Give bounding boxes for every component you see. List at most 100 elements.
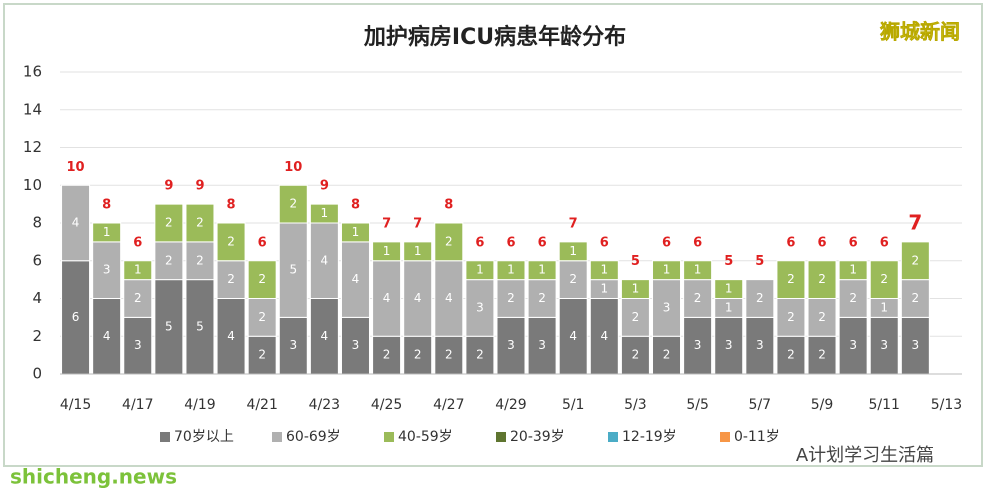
bar-segment [465,279,495,337]
bar-segment [838,279,868,318]
segment-label: 1 [134,263,142,277]
bar-segment [278,184,308,224]
segment-label: 4 [600,329,608,343]
total-label: 10 [284,160,302,175]
total-label: 6 [133,235,142,250]
total-label: 5 [631,254,640,269]
segment-label: 4 [72,216,80,230]
total-label: 6 [475,235,484,250]
legend-label: 40-59岁 [398,429,453,445]
bar-segment [652,260,682,281]
bar-segment [309,203,339,224]
bar-segment [496,260,526,281]
x-tick-label: 4/19 [184,397,215,413]
segment-label: 4 [569,329,577,343]
segment-label: 2 [507,291,515,305]
bar-segment [900,316,930,375]
segment-label: 1 [507,263,515,277]
x-tick-label: 5/11 [869,397,900,413]
segment-label: 2 [849,291,857,305]
total-label: 7 [413,216,422,231]
segment-label: 1 [321,206,329,220]
x-tick-label: 5/9 [811,397,834,413]
segment-label: 2 [818,310,826,324]
x-tick-label: 4/27 [433,397,464,413]
segment-label: 1 [632,282,640,296]
segment-label: 2 [632,310,640,324]
bar-segment [776,298,806,337]
bar-segment [620,279,650,299]
segment-label: 2 [289,197,297,211]
bar-segment [714,316,744,375]
total-label: 7 [908,210,922,234]
segment-label: 2 [818,348,826,362]
total-label: 6 [506,235,515,250]
bar-segment [434,222,464,262]
bar-segment [776,260,806,299]
total-label: 6 [600,235,609,250]
x-tick-label: 4/23 [309,397,340,413]
segment-label: 2 [912,291,920,305]
y-tick-label: 6 [32,251,42,269]
segment-label: 2 [134,291,142,305]
bar-segment [683,279,713,318]
y-tick-label: 8 [32,214,42,232]
segment-label: 2 [196,216,204,230]
x-tick-label: 5/7 [749,397,772,413]
chart-title: 加护病房ICU病患年龄分布 [363,24,626,50]
segment-label: 2 [258,272,266,286]
bar-segment [309,298,339,375]
segment-label: 2 [445,348,453,362]
legend-swatch [160,432,170,442]
segment-label: 2 [663,348,671,362]
segment-label: 2 [227,234,235,248]
total-label: 6 [880,235,889,250]
bar-segment [154,279,184,375]
segment-label: 2 [414,348,422,362]
segment-label: 4 [414,291,422,305]
bar-segment [340,316,370,375]
x-tick-label: 5/13 [931,397,962,413]
total-label: 6 [693,235,702,250]
segment-label: 3 [912,338,920,352]
bar-segment [620,298,650,337]
y-tick-label: 14 [23,100,42,118]
bar-segment [247,298,277,337]
total-label: 5 [755,254,764,269]
total-label: 8 [227,198,236,213]
segment-label: 1 [880,300,888,314]
segment-label: 4 [227,329,235,343]
bar-segment [247,335,277,375]
total-label: 8 [102,198,111,213]
bar-segment [900,279,930,318]
segment-label: 1 [569,244,577,258]
segment-label: 4 [445,291,453,305]
bar-segment [869,260,899,299]
bar-segment [403,260,433,337]
segment-label: 2 [787,310,795,324]
x-tick-label: 5/5 [686,397,709,413]
bar-segment [652,335,682,375]
bar-segment [900,241,930,281]
segment-label: 2 [538,291,546,305]
bar-segment [216,222,246,262]
segment-label: 6 [72,310,80,324]
segment-label: 5 [196,319,204,333]
segment-label: 1 [725,282,733,296]
bar-segment [683,260,713,281]
legend-swatch [608,432,618,442]
bar-segment [745,279,775,318]
segment-label: 1 [414,244,422,258]
total-label: 9 [320,179,329,194]
legend-swatch [720,432,730,442]
segment-label: 2 [227,272,235,286]
segment-label: 4 [383,291,391,305]
bar-segment [527,260,557,281]
segment-label: 1 [725,300,733,314]
account-name: A计划学习生活篇 [796,445,934,466]
segment-label: 2 [569,272,577,286]
segment-label: 2 [756,291,764,305]
bar-segment [807,260,837,299]
segment-label: 2 [383,348,391,362]
